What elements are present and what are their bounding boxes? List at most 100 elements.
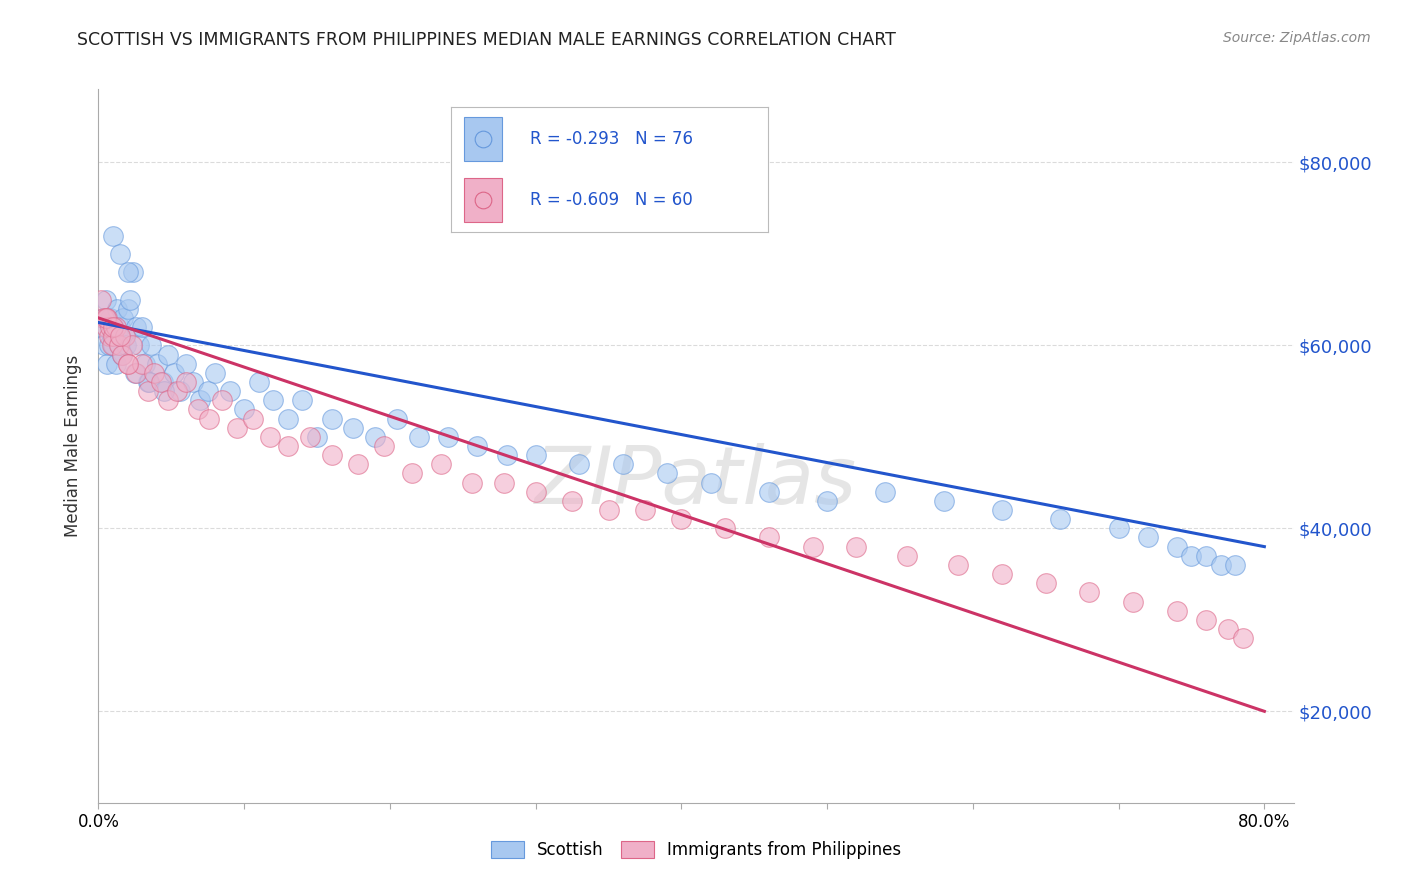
Point xyxy=(437,430,460,444)
Point xyxy=(100,338,122,352)
Point xyxy=(152,375,174,389)
Point xyxy=(198,411,221,425)
Point xyxy=(495,448,517,462)
Legend: Scottish, Immigrants from Philippines: Scottish, Immigrants from Philippines xyxy=(484,834,908,866)
Point xyxy=(122,265,145,279)
Point xyxy=(524,448,547,462)
Point xyxy=(277,439,299,453)
Point xyxy=(131,320,153,334)
Point xyxy=(181,375,204,389)
Point xyxy=(259,430,281,444)
Point xyxy=(758,484,780,499)
Point xyxy=(714,521,737,535)
Point xyxy=(93,310,115,325)
Point xyxy=(101,338,124,352)
Point xyxy=(90,293,112,307)
Text: ZIPatlas: ZIPatlas xyxy=(534,442,858,521)
Point xyxy=(671,512,693,526)
Point xyxy=(277,411,299,425)
Point xyxy=(298,430,321,444)
Point xyxy=(896,549,918,563)
Point xyxy=(105,301,128,316)
Point xyxy=(117,357,139,371)
Point xyxy=(139,338,162,352)
Point xyxy=(262,393,284,408)
Point xyxy=(131,357,153,371)
Point xyxy=(385,411,409,425)
Point xyxy=(174,375,197,389)
Point xyxy=(111,347,134,361)
Point xyxy=(108,338,131,352)
Point xyxy=(801,540,824,554)
Point xyxy=(948,558,970,572)
Point xyxy=(117,301,139,316)
Point xyxy=(373,439,395,453)
Point xyxy=(110,320,132,334)
Point xyxy=(991,567,1014,582)
Point xyxy=(125,320,148,334)
Point xyxy=(1078,585,1101,599)
Point xyxy=(120,293,142,307)
Point xyxy=(1035,576,1057,591)
Point xyxy=(166,384,188,398)
Point xyxy=(142,366,165,380)
Point xyxy=(460,475,482,490)
Point xyxy=(247,375,270,389)
Point xyxy=(401,467,423,481)
Point xyxy=(1232,631,1254,645)
Point xyxy=(758,531,780,545)
Point xyxy=(634,503,657,517)
Point xyxy=(121,338,143,352)
Point xyxy=(1049,512,1071,526)
Point xyxy=(655,467,678,481)
Point xyxy=(117,357,139,371)
Point xyxy=(612,458,634,472)
Point xyxy=(98,320,121,334)
Point xyxy=(1195,549,1218,563)
Point xyxy=(104,320,127,334)
Point xyxy=(1180,549,1202,563)
Point xyxy=(96,310,118,325)
Point xyxy=(111,347,134,361)
Point xyxy=(97,338,120,352)
Point xyxy=(524,484,547,499)
Point xyxy=(90,320,112,334)
Point xyxy=(408,430,430,444)
Point xyxy=(321,448,343,462)
Point xyxy=(1166,540,1188,554)
Point xyxy=(174,357,197,371)
Point xyxy=(97,329,120,343)
Point xyxy=(699,475,721,490)
Point xyxy=(991,503,1014,517)
Point xyxy=(157,393,180,408)
Point xyxy=(145,357,167,371)
Point xyxy=(186,402,208,417)
Point xyxy=(932,494,955,508)
Point xyxy=(845,540,868,554)
Point xyxy=(163,366,186,380)
Point xyxy=(1225,558,1247,572)
Point xyxy=(211,393,233,408)
Point xyxy=(117,265,139,279)
Point xyxy=(1209,558,1232,572)
Point xyxy=(128,338,150,352)
Point xyxy=(104,357,127,371)
Point xyxy=(364,430,387,444)
Point xyxy=(197,384,219,398)
Point xyxy=(108,338,131,352)
Point xyxy=(1166,604,1188,618)
Point xyxy=(103,320,125,334)
Point xyxy=(347,458,370,472)
Point xyxy=(101,228,124,243)
Point xyxy=(321,411,343,425)
Point xyxy=(157,347,180,361)
Point xyxy=(233,402,256,417)
Point xyxy=(342,420,364,434)
Point xyxy=(815,494,838,508)
Point xyxy=(124,366,146,380)
Point xyxy=(568,458,591,472)
Point xyxy=(1195,613,1218,627)
Point xyxy=(91,310,114,325)
Point xyxy=(136,375,159,389)
Point xyxy=(1136,531,1159,545)
